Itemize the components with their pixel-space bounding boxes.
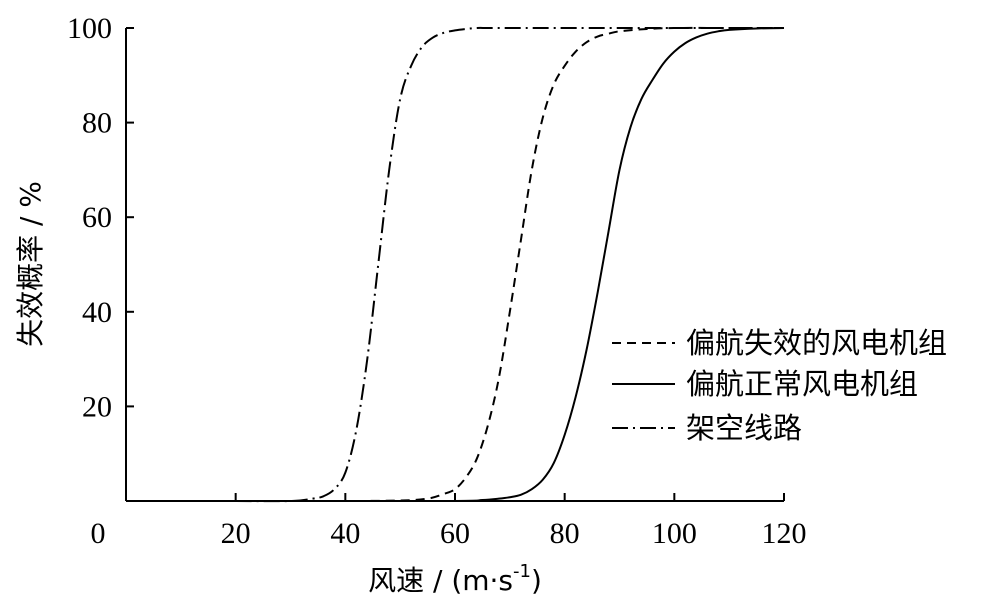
y-axis-ticks: 20 40 60 80 100 [67, 12, 134, 423]
x-tick-label: 0 [91, 517, 106, 550]
y-tick-label: 60 [82, 201, 112, 234]
y-axis-title: 失效概率 / % [14, 181, 47, 347]
series-line-solid [290, 27, 785, 503]
x-tick-label: 20 [221, 517, 251, 550]
x-tick-label: 60 [440, 517, 470, 550]
x-tick-label: 40 [330, 517, 360, 550]
x-tick-label: 120 [762, 517, 807, 550]
y-tick-label: 40 [82, 296, 112, 329]
x-axis-title-superscript: -1 [513, 561, 531, 582]
x-axis-title-close: ) [531, 564, 542, 597]
y-tick-label: 100 [67, 12, 112, 45]
y-tick-label: 80 [82, 107, 112, 140]
x-tick-label: 80 [550, 517, 580, 550]
x-axis-ticks: 0 20 40 60 80 100 120 [91, 493, 807, 550]
legend-label: 偏航失效的风电机组 [686, 326, 947, 360]
x-tick-label: 100 [652, 517, 697, 550]
series-line-dashdot [235, 26, 784, 503]
legend-label: 架空线路 [686, 411, 802, 445]
series-lines [235, 26, 785, 503]
x-axis-title: 风速 / (m·s-1) [368, 561, 542, 597]
x-axis-title-main: 风速 / (m·s [368, 564, 513, 597]
y-tick-label: 20 [82, 390, 112, 423]
legend-label: 偏航正常风电机组 [686, 367, 918, 401]
